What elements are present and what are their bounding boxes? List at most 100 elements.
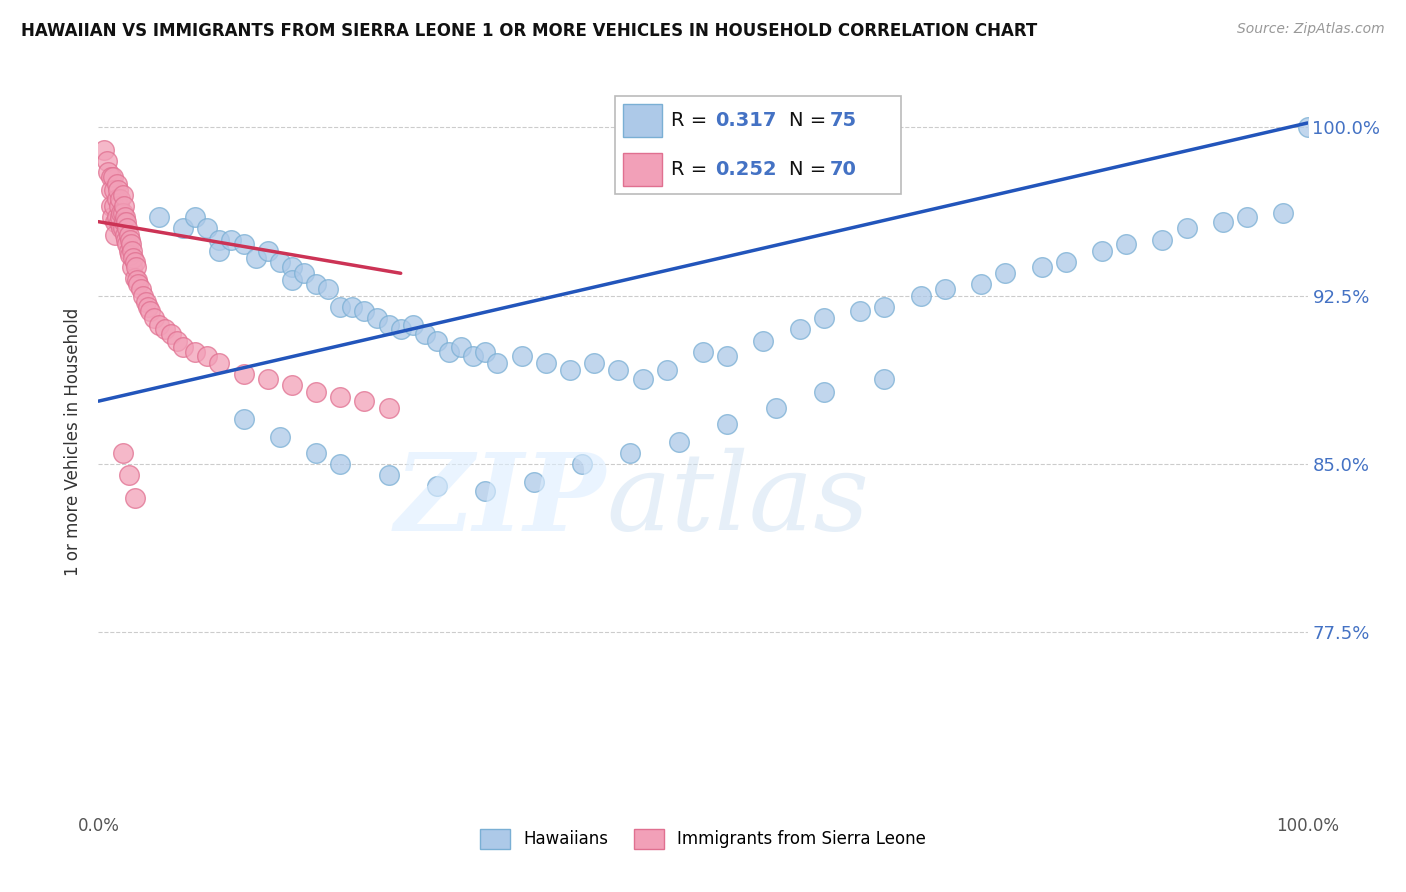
- Point: [534, 356, 557, 370]
- Point: [849, 304, 872, 318]
- Point: [474, 344, 496, 359]
- Point: [474, 483, 496, 498]
- Point: [1054, 255, 1077, 269]
- Point: [245, 251, 267, 265]
- Point: [583, 356, 606, 370]
- Point: [281, 273, 304, 287]
- Point: [104, 228, 127, 243]
- Point: [115, 215, 138, 229]
- Point: [668, 434, 690, 449]
- Point: [111, 210, 134, 224]
- Point: [450, 340, 472, 354]
- Point: [108, 215, 131, 229]
- Point: [342, 300, 364, 314]
- Point: [114, 228, 136, 243]
- Point: [1212, 215, 1234, 229]
- Point: [118, 468, 141, 483]
- Point: [1091, 244, 1114, 258]
- Point: [121, 260, 143, 274]
- Point: [377, 468, 399, 483]
- Point: [426, 334, 449, 348]
- Point: [716, 417, 738, 431]
- Point: [256, 244, 278, 258]
- Point: [143, 311, 166, 326]
- Point: [329, 390, 352, 404]
- Point: [292, 266, 315, 280]
- Point: [148, 318, 170, 332]
- Point: [655, 363, 678, 377]
- Bar: [623, 104, 662, 136]
- Point: [93, 143, 115, 157]
- Point: [129, 282, 152, 296]
- Point: [136, 300, 159, 314]
- Point: [103, 183, 125, 197]
- Point: [160, 326, 183, 341]
- Point: [1152, 233, 1174, 247]
- Text: ZIP: ZIP: [395, 448, 606, 554]
- Point: [316, 282, 339, 296]
- Point: [117, 221, 139, 235]
- Point: [389, 322, 412, 336]
- Point: [115, 233, 138, 247]
- Point: [122, 251, 145, 265]
- Point: [104, 215, 127, 229]
- Point: [100, 210, 122, 224]
- Point: [256, 372, 278, 386]
- Point: [100, 183, 122, 197]
- Point: [1236, 210, 1258, 224]
- Point: [910, 289, 932, 303]
- Point: [607, 363, 630, 377]
- Point: [232, 412, 254, 426]
- Point: [184, 344, 207, 359]
- Point: [232, 237, 254, 252]
- Point: [124, 270, 146, 285]
- Point: [135, 295, 157, 310]
- Point: [486, 356, 509, 370]
- Text: Source: ZipAtlas.com: Source: ZipAtlas.com: [1237, 22, 1385, 37]
- Point: [305, 446, 328, 460]
- Point: [631, 372, 654, 386]
- Point: [111, 187, 134, 202]
- Point: [110, 205, 132, 219]
- Point: [101, 169, 124, 184]
- Point: [716, 349, 738, 363]
- Point: [789, 322, 811, 336]
- Point: [172, 221, 194, 235]
- Point: [413, 326, 436, 341]
- Point: [994, 266, 1017, 280]
- Point: [111, 446, 134, 460]
- Point: [118, 228, 141, 243]
- Point: [353, 304, 375, 318]
- Point: [305, 385, 328, 400]
- Point: [571, 457, 593, 471]
- Point: [148, 210, 170, 224]
- Legend: Hawaiians, Immigrants from Sierra Leone: Hawaiians, Immigrants from Sierra Leone: [474, 822, 932, 855]
- Point: [112, 199, 135, 213]
- Point: [208, 233, 231, 247]
- Point: [208, 244, 231, 258]
- Point: [120, 237, 142, 252]
- Text: 75: 75: [830, 111, 858, 130]
- Text: N =: N =: [789, 160, 832, 179]
- Text: 0.252: 0.252: [716, 160, 776, 179]
- Point: [125, 260, 148, 274]
- Point: [269, 255, 291, 269]
- Point: [366, 311, 388, 326]
- Text: HAWAIIAN VS IMMIGRANTS FROM SIERRA LEONE 1 OR MORE VEHICLES IN HOUSEHOLD CORRELA: HAWAIIAN VS IMMIGRANTS FROM SIERRA LEONE…: [21, 22, 1038, 40]
- Point: [107, 183, 129, 197]
- Point: [97, 165, 120, 179]
- Point: [402, 318, 425, 332]
- Point: [184, 210, 207, 224]
- Point: [105, 177, 128, 191]
- Point: [873, 300, 896, 314]
- Point: [195, 221, 218, 235]
- Point: [127, 277, 149, 292]
- Point: [118, 233, 141, 247]
- Point: [139, 304, 162, 318]
- Point: [114, 210, 136, 224]
- Point: [329, 300, 352, 314]
- Point: [1031, 260, 1053, 274]
- Bar: [623, 153, 662, 186]
- Point: [117, 237, 139, 252]
- Point: [305, 277, 328, 292]
